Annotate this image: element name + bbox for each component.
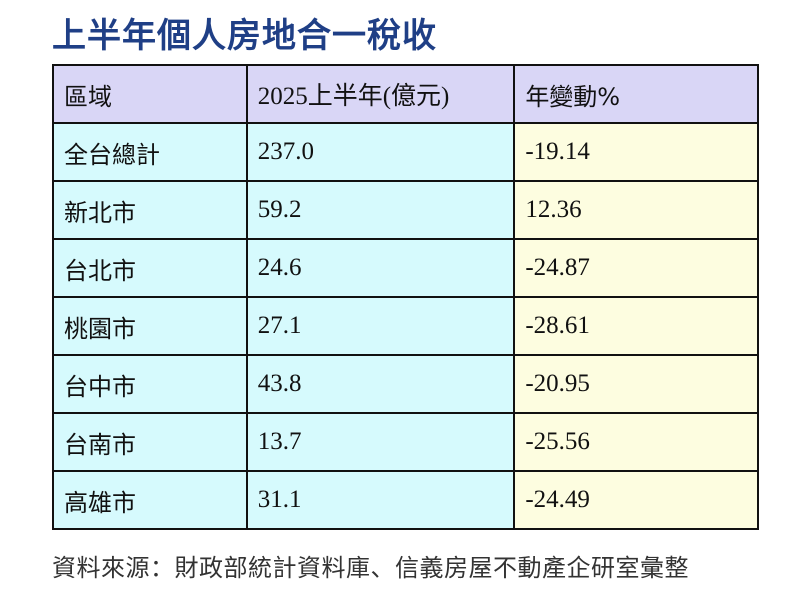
cell-amount: 59.2 (245, 180, 516, 240)
cell-change: -20.95 (513, 354, 759, 414)
header-region: 區域 (52, 64, 248, 124)
cell-region: 新北市 (52, 180, 248, 240)
cell-amount: 237.0 (245, 122, 516, 182)
cell-region: 台北市 (52, 238, 248, 298)
cell-change: -19.14 (513, 122, 759, 182)
table-row: 新北市 59.2 12.36 (52, 180, 759, 240)
cell-amount: 13.7 (245, 412, 516, 472)
cell-region: 台中市 (52, 354, 248, 414)
cell-region: 桃園市 (52, 296, 248, 356)
table-row: 全台總計 237.0 -19.14 (52, 122, 759, 182)
header-change: 年變動% (513, 64, 759, 124)
cell-change: -24.87 (513, 238, 759, 298)
cell-region: 全台總計 (52, 122, 248, 182)
cell-region: 高雄市 (52, 470, 248, 530)
cell-change: -25.56 (513, 412, 759, 472)
table-row: 台南市 13.7 -25.56 (52, 412, 759, 472)
cell-change: 12.36 (513, 180, 759, 240)
cell-amount: 27.1 (245, 296, 516, 356)
cell-change: -24.49 (513, 470, 759, 530)
page-title: 上半年個人房地合一稅收 (52, 16, 437, 56)
cell-amount: 31.1 (245, 470, 516, 530)
cell-amount: 43.8 (245, 354, 516, 414)
table-row: 台中市 43.8 -20.95 (52, 354, 759, 414)
cell-change: -28.61 (513, 296, 759, 356)
table-row: 高雄市 31.1 -24.49 (52, 470, 759, 530)
tax-revenue-table: 區域 2025上半年(億元) 年變動% 全台總計 237.0 -19.14 新北… (52, 64, 759, 530)
header-amount: 2025上半年(億元) (245, 64, 516, 124)
cell-amount: 24.6 (245, 238, 516, 298)
source-note: 資料來源：財政部統計資料庫、信義房屋不動產企研室彙整 (52, 554, 689, 582)
table-row: 台北市 24.6 -24.87 (52, 238, 759, 298)
cell-region: 台南市 (52, 412, 248, 472)
table-row: 桃園市 27.1 -28.61 (52, 296, 759, 356)
table-header-row: 區域 2025上半年(億元) 年變動% (52, 64, 759, 124)
